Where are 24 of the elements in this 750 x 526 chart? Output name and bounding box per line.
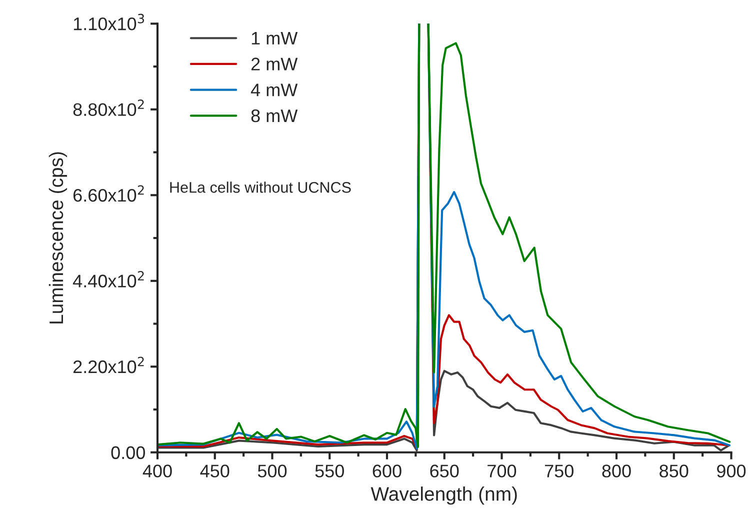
x-tick-label: 700 (488, 464, 516, 478)
legend-label: 2 mW (251, 58, 298, 70)
annotation: HeLa cells without UCNCS (170, 182, 351, 193)
x-tick-label: 900 (717, 464, 746, 478)
legend-label: 4 mW (250, 84, 298, 96)
legend-label: 1 mW (252, 32, 298, 44)
y-tick-label: 0.00 (111, 446, 145, 460)
legend-label: 8 mW (251, 109, 298, 122)
y-tick-label: 8.80x10$^{2}$ (73, 100, 144, 116)
x-tick-label: 600 (372, 464, 402, 478)
x-tick-label: 750 (544, 464, 574, 478)
y-tick-label: 4.40x10$^{2}$ (72, 270, 144, 288)
x-tick-label: 450 (200, 464, 230, 478)
y-tick-label: 6.60x10$^{2}$ (73, 185, 144, 202)
x-tick-label: 550 (315, 464, 344, 478)
x-tick-label: 650 (430, 464, 459, 478)
y-tick-label: 1.10x10$^{3}$ (74, 14, 144, 30)
x-tick-label: 800 (602, 464, 631, 478)
y-axis-title: Luminescence (cps) (48, 152, 68, 324)
x-tick-label: 500 (258, 464, 287, 478)
x-tick-label: 850 (660, 464, 688, 478)
y-tick-label: 2.20x10$^{2}$ (73, 356, 144, 374)
x-tick-label: 400 (142, 464, 172, 478)
x-axis-title: Wavelength (nm) (370, 486, 517, 505)
